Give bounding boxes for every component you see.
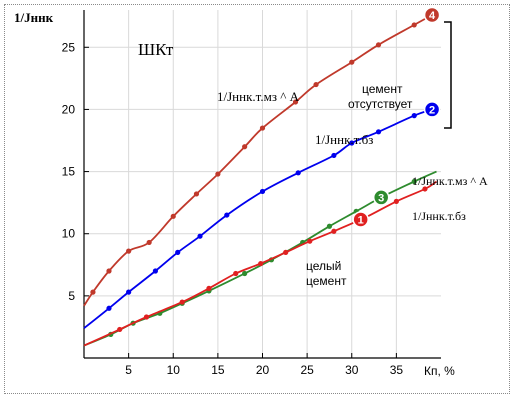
series-1-point [117,326,123,333]
series-1-badge-number: 1 [358,215,364,227]
y-tick-label: 15 [62,165,76,179]
annotation-absent-1: цемент [362,82,403,96]
series-2-point [259,188,266,195]
series-1-point [258,260,264,267]
box-title: ШКт [138,40,174,59]
series-2-point [349,140,355,146]
series-2-line [83,108,433,329]
series-4-point [375,42,382,48]
x-tick-label: 10 [167,363,181,377]
series-1-line [83,180,438,347]
x-tick-label: 15 [211,363,225,377]
series-4-badge-number: 4 [429,10,436,22]
x-tick-label: 20 [256,363,270,377]
series-1-point [307,238,313,244]
series-4-point [411,22,417,28]
series-3-badge-number: 3 [378,193,384,205]
series-1-point [283,249,289,255]
series-2-point [411,113,417,119]
series-2-point [331,152,337,159]
x-tick-label: 35 [390,363,404,377]
series-2-label: 1/Jннк.т.бз [315,132,373,147]
annotation-whole-2: цемент [306,274,347,288]
series-4-point [170,213,176,219]
series-2-point [175,249,181,255]
series-1-point [422,186,428,192]
series-4-point [193,191,200,197]
series-4-point [313,81,319,88]
x-tick-label: 25 [300,363,314,377]
series-4-point [259,125,266,131]
y-tick-label: 10 [62,227,76,241]
series-3-point [242,270,248,277]
series-1-point [179,299,185,305]
x-axis-label: Кп, % [424,364,455,378]
series-1-label: 1/Jннк.т.бз [412,209,466,223]
grid [84,10,441,358]
series-1-badge [352,211,369,228]
series-1-point [233,270,239,277]
series-1-point [331,228,337,234]
series-layer: 4 2 3 1 [83,6,441,347]
series-4-point [349,59,355,65]
series-4-point [90,289,96,295]
series-3-badge [372,189,390,206]
x-tick-label: 30 [345,363,359,377]
tick-labels: 5 10 15 20 25 30 35 5 10 15 20 25 [62,40,404,377]
series-2-point [224,212,230,218]
series-3-point [411,178,417,185]
series-4-point [215,171,221,177]
series-1-point [206,285,212,291]
figure-frame [4,4,510,394]
series-4-point [106,268,112,274]
series-2-point [375,129,382,135]
x-tick-label: 5 [125,363,132,377]
series-1-point [143,314,150,320]
y-tick-label: 25 [62,40,76,54]
annotation-whole-1: целый [306,259,341,273]
series-4-line [83,11,437,307]
series-4-point [146,239,152,246]
series-2-point [126,289,132,295]
bracket [444,21,452,129]
series-1-point [393,198,399,204]
annotation-absent-2: отсутствует [348,97,413,111]
series-4-point [242,144,248,150]
series-4-point [292,99,299,105]
series-2-badge [423,101,441,118]
series-3-point [326,223,333,229]
y-tick-label: 5 [68,289,75,303]
series-3-label: 1/Jннк.т.мз ^ A [412,174,488,188]
axes [83,10,441,359]
series-2-point [197,233,203,239]
y-tick-label: 20 [62,102,76,116]
series-2-point [295,170,301,176]
series-4-badge [423,6,441,24]
series-4-label: 1/Jннк.т.мз ^ A [217,89,300,104]
y-axis-label: 1/Jннк [14,10,54,25]
series-2-point [106,305,112,311]
series-2-point [152,268,158,274]
series-2-badge-number: 2 [429,105,435,117]
series-4-point [126,248,132,254]
